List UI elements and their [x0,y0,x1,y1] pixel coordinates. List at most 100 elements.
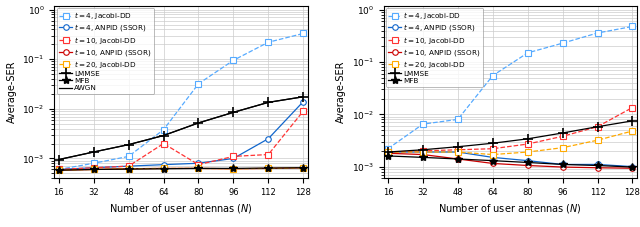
$t = 10$, Jacobi-DD [300,110,307,112]
$t = 10$, ANPID (SSOR) [264,167,272,170]
Legend: $t = 4$, Jacobi-DD, $t = 4$, ANPID (SSOR), $t = 10$, Jacobi-DD, $t = 10$, ANPID : $t = 4$, Jacobi-DD, $t = 4$, ANPID (SSOR… [386,8,483,86]
$t = 10$, Jacobi-DD [419,150,427,152]
Line: $t = 4$, Jacobi-DD: $t = 4$, Jacobi-DD [56,31,306,172]
AWGN [230,111,237,114]
$t = 4$, Jacobi-DD [300,32,307,35]
$t = 10$, ANPID (SSOR) [454,158,461,160]
$t = 10$, Jacobi-DD [628,106,636,109]
$t = 10$, ANPID (SSOR) [384,152,392,155]
MFB [230,167,237,170]
$t = 10$, Jacobi-DD [594,125,602,128]
Line: LMMSE: LMMSE [54,92,308,164]
$t = 20$, Jacobi-DD [300,166,307,169]
MFB [264,167,272,169]
$t = 4$, ANPID (SSOR) [55,168,63,171]
$t = 20$, Jacobi-DD [125,167,132,170]
MFB [195,167,202,170]
$t = 20$, Jacobi-DD [55,169,63,172]
$t = 20$, Jacobi-DD [384,151,392,153]
LMMSE [489,142,497,145]
Line: $t = 10$, ANPID (SSOR): $t = 10$, ANPID (SSOR) [385,151,636,171]
$t = 4$, Jacobi-DD [90,162,97,165]
MFB [628,166,636,168]
$t = 4$, Jacobi-DD [264,41,272,44]
LMMSE [264,101,272,104]
$t = 4$, ANPID (SSOR) [419,151,427,153]
$t = 10$, Jacobi-DD [454,148,461,151]
$t = 10$, ANPID (SSOR) [594,166,602,169]
AWGN [125,143,132,146]
$t = 20$, Jacobi-DD [489,153,497,156]
LMMSE [125,143,132,146]
Y-axis label: Average-SER: Average-SER [7,61,17,123]
Line: $t = 10$, Jacobi-DD: $t = 10$, Jacobi-DD [385,105,636,155]
$t = 10$, Jacobi-DD [559,135,566,138]
$t = 4$, Jacobi-DD [384,147,392,150]
$t = 4$, Jacobi-DD [55,168,63,171]
LMMSE [230,111,237,114]
$t = 10$, ANPID (SSOR) [419,153,427,156]
$t = 10$, Jacobi-DD [125,165,132,168]
AWGN [264,101,272,104]
$t = 20$, Jacobi-DD [160,167,168,170]
$t = 20$, Jacobi-DD [628,130,636,132]
$t = 4$, ANPID (SSOR) [489,156,497,159]
$t = 20$, Jacobi-DD [90,168,97,171]
MFB [125,168,132,170]
LMMSE [559,132,566,134]
Line: AWGN: AWGN [59,97,303,160]
$t = 4$, ANPID (SSOR) [195,162,202,165]
$t = 10$, ANPID (SSOR) [230,167,237,170]
Line: MFB: MFB [384,152,637,171]
LMMSE [384,151,392,153]
$t = 4$, Jacobi-DD [195,82,202,85]
$t = 4$, Jacobi-DD [230,59,237,62]
$t = 20$, Jacobi-DD [594,139,602,142]
MFB [489,159,497,162]
X-axis label: Number of user antennas ($N$): Number of user antennas ($N$) [109,202,253,215]
$t = 4$, Jacobi-DD [419,123,427,126]
$t = 4$, Jacobi-DD [559,42,566,44]
MFB [524,161,531,164]
$t = 20$, Jacobi-DD [559,146,566,149]
Line: $t = 4$, ANPID (SSOR): $t = 4$, ANPID (SSOR) [385,149,636,169]
$t = 10$, Jacobi-DD [384,151,392,153]
$t = 10$, Jacobi-DD [55,168,63,171]
MFB [559,163,566,166]
Line: $t = 20$, Jacobi-DD: $t = 20$, Jacobi-DD [385,128,636,157]
$t = 20$, Jacobi-DD [454,151,461,153]
$t = 10$, Jacobi-DD [524,143,531,146]
LMMSE [160,134,168,137]
$t = 10$, Jacobi-DD [90,166,97,169]
$t = 4$, ANPID (SSOR) [524,159,531,162]
$t = 4$, ANPID (SSOR) [160,163,168,166]
Legend: $t = 4$, Jacobi-DD, $t = 4$, ANPID (SSOR), $t = 10$, Jacobi-DD, $t = 10$, ANPID : $t = 4$, Jacobi-DD, $t = 4$, ANPID (SSOR… [56,8,154,94]
AWGN [160,134,168,137]
AWGN [300,95,307,98]
LMMSE [419,148,427,151]
$t = 4$, Jacobi-DD [594,32,602,34]
$t = 4$, Jacobi-DD [489,74,497,77]
$t = 10$, ANPID (SSOR) [160,167,168,170]
$t = 10$, Jacobi-DD [195,163,202,166]
$t = 4$, ANPID (SSOR) [559,163,566,166]
$t = 4$, ANPID (SSOR) [125,165,132,168]
AWGN [55,158,63,161]
$t = 10$, ANPID (SSOR) [55,169,63,172]
LMMSE [55,158,63,161]
MFB [90,168,97,171]
$t = 10$, Jacobi-DD [264,153,272,156]
Line: MFB: MFB [54,164,307,174]
Line: $t = 4$, ANPID (SSOR): $t = 4$, ANPID (SSOR) [56,99,306,172]
$t = 20$, Jacobi-DD [230,167,237,170]
$t = 4$, Jacobi-DD [160,128,168,131]
AWGN [195,122,202,124]
$t = 10$, ANPID (SSOR) [628,167,636,170]
LMMSE [524,138,531,140]
$t = 10$, ANPID (SSOR) [559,166,566,168]
$t = 10$, ANPID (SSOR) [90,168,97,171]
$t = 20$, Jacobi-DD [524,151,531,153]
$t = 4$, Jacobi-DD [628,25,636,28]
$t = 4$, ANPID (SSOR) [300,100,307,103]
$t = 20$, Jacobi-DD [195,167,202,170]
